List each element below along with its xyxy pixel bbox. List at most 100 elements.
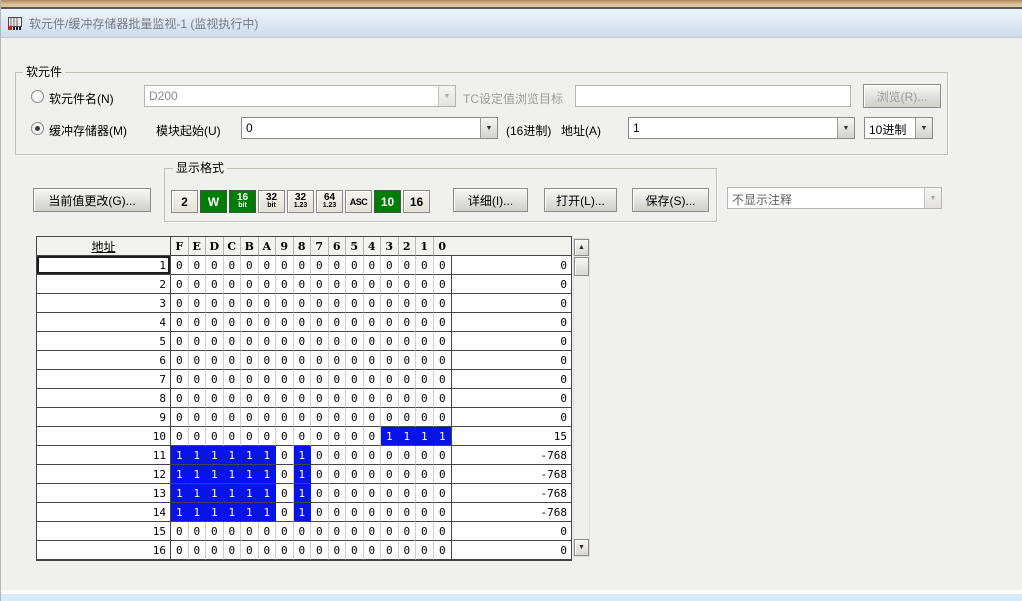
bit-cell[interactable]: 0 bbox=[311, 522, 329, 541]
bit-cell[interactable]: 1 bbox=[293, 465, 311, 484]
chevron-down-icon[interactable]: ▼ bbox=[837, 118, 854, 138]
bit-cell[interactable]: 0 bbox=[171, 313, 189, 332]
bit-cell[interactable]: 1 bbox=[171, 503, 189, 522]
bit-cell[interactable]: 0 bbox=[346, 370, 364, 389]
bit-cell[interactable]: 0 bbox=[206, 275, 224, 294]
value-cell[interactable]: 15 bbox=[451, 427, 571, 446]
bit-cell[interactable]: 0 bbox=[188, 427, 206, 446]
bit-cell[interactable]: 0 bbox=[363, 427, 381, 446]
bit-cell[interactable]: 0 bbox=[363, 408, 381, 427]
bit-cell[interactable]: 0 bbox=[171, 256, 189, 275]
bit-cell[interactable]: 0 bbox=[258, 541, 276, 560]
bit-cell[interactable]: 0 bbox=[416, 351, 434, 370]
bit-cell[interactable]: 0 bbox=[311, 484, 329, 503]
chevron-down-icon[interactable]: ▼ bbox=[915, 118, 932, 138]
bit-cell[interactable]: 1 bbox=[258, 503, 276, 522]
bit-cell[interactable]: 0 bbox=[398, 446, 416, 465]
bit-cell[interactable]: 0 bbox=[223, 256, 241, 275]
bit-cell[interactable]: 0 bbox=[293, 389, 311, 408]
bit-cell[interactable]: 0 bbox=[293, 351, 311, 370]
bit-cell[interactable]: 0 bbox=[293, 541, 311, 560]
bit-cell[interactable]: 0 bbox=[206, 541, 224, 560]
bit-cell[interactable]: 0 bbox=[346, 446, 364, 465]
value-cell[interactable]: 0 bbox=[451, 294, 571, 313]
address-cell[interactable]: 6 bbox=[37, 351, 171, 370]
bit-cell[interactable]: 1 bbox=[206, 446, 224, 465]
bit-cell[interactable]: 1 bbox=[241, 446, 259, 465]
bit-cell[interactable]: 0 bbox=[188, 256, 206, 275]
bit-cell[interactable]: 0 bbox=[223, 332, 241, 351]
bit-cell[interactable]: 0 bbox=[171, 427, 189, 446]
bit-cell[interactable]: 0 bbox=[258, 408, 276, 427]
bit-cell[interactable]: 0 bbox=[311, 351, 329, 370]
bit-cell[interactable]: 0 bbox=[311, 389, 329, 408]
bit-cell[interactable]: 0 bbox=[398, 389, 416, 408]
bit-cell[interactable]: 0 bbox=[276, 408, 294, 427]
scroll-up-icon[interactable]: ▲ bbox=[574, 239, 589, 256]
bit-cell[interactable]: 0 bbox=[311, 313, 329, 332]
bit-cell[interactable]: 0 bbox=[171, 351, 189, 370]
bit-cell[interactable]: 1 bbox=[258, 446, 276, 465]
bit-cell[interactable]: 0 bbox=[223, 313, 241, 332]
bit-cell[interactable]: 0 bbox=[241, 351, 259, 370]
format-button-16-bit[interactable]: 16 bit bbox=[229, 190, 256, 213]
bit-cell[interactable]: 0 bbox=[223, 351, 241, 370]
bit-cell[interactable]: 0 bbox=[258, 370, 276, 389]
bit-cell[interactable]: 0 bbox=[416, 256, 434, 275]
bit-cell[interactable]: 0 bbox=[328, 408, 346, 427]
bit-cell[interactable]: 0 bbox=[363, 541, 381, 560]
bit-cell[interactable]: 0 bbox=[276, 294, 294, 313]
bit-cell[interactable]: 1 bbox=[206, 484, 224, 503]
bit-cell[interactable]: 0 bbox=[433, 275, 451, 294]
bit-cell[interactable]: 1 bbox=[188, 503, 206, 522]
device-name-combobox[interactable]: D200 ▼ bbox=[144, 85, 456, 107]
bit-cell[interactable]: 0 bbox=[328, 503, 346, 522]
bit-cell[interactable]: 0 bbox=[223, 427, 241, 446]
open-button[interactable]: 打开(L)... bbox=[544, 188, 617, 212]
address-cell[interactable]: 5 bbox=[37, 332, 171, 351]
bit-cell[interactable]: 0 bbox=[293, 294, 311, 313]
bit-cell[interactable]: 0 bbox=[293, 275, 311, 294]
bit-cell[interactable]: 0 bbox=[293, 522, 311, 541]
bit-cell[interactable]: 1 bbox=[223, 484, 241, 503]
bit-cell[interactable]: 0 bbox=[311, 541, 329, 560]
format-button-10[interactable]: 10 bbox=[374, 190, 401, 213]
bit-cell[interactable]: 1 bbox=[293, 484, 311, 503]
device-name-radio[interactable] bbox=[31, 90, 44, 103]
bit-cell[interactable]: 0 bbox=[258, 256, 276, 275]
bit-cell[interactable]: 0 bbox=[363, 465, 381, 484]
bit-cell[interactable]: 0 bbox=[328, 446, 346, 465]
bit-cell[interactable]: 0 bbox=[311, 294, 329, 313]
address-cell[interactable]: 13 bbox=[37, 484, 171, 503]
comment-display-combobox[interactable]: 不显示注释 ▼ bbox=[727, 187, 942, 209]
bit-cell[interactable]: 0 bbox=[293, 313, 311, 332]
bit-cell[interactable]: 0 bbox=[171, 370, 189, 389]
bit-cell[interactable]: 0 bbox=[433, 484, 451, 503]
bit-cell[interactable]: 1 bbox=[223, 465, 241, 484]
address-cell[interactable]: 1 bbox=[37, 256, 171, 275]
bit-cell[interactable]: 0 bbox=[433, 351, 451, 370]
bit-cell[interactable]: 0 bbox=[381, 351, 399, 370]
address-cell[interactable]: 9 bbox=[37, 408, 171, 427]
value-cell[interactable]: -768 bbox=[451, 484, 571, 503]
bit-cell[interactable]: 0 bbox=[258, 275, 276, 294]
bit-cell[interactable]: 0 bbox=[276, 389, 294, 408]
bit-cell[interactable]: 0 bbox=[241, 389, 259, 408]
bit-cell[interactable]: 0 bbox=[416, 389, 434, 408]
bit-cell[interactable]: 0 bbox=[258, 351, 276, 370]
bit-cell[interactable]: 0 bbox=[416, 332, 434, 351]
bit-cell[interactable]: 0 bbox=[241, 275, 259, 294]
bit-cell[interactable]: 0 bbox=[311, 408, 329, 427]
bit-cell[interactable]: 0 bbox=[293, 427, 311, 446]
bit-cell[interactable]: 0 bbox=[346, 522, 364, 541]
bit-cell[interactable]: 0 bbox=[416, 408, 434, 427]
bit-cell[interactable]: 0 bbox=[363, 389, 381, 408]
bit-cell[interactable]: 0 bbox=[381, 389, 399, 408]
bit-cell[interactable]: 0 bbox=[276, 370, 294, 389]
value-cell[interactable]: 0 bbox=[451, 351, 571, 370]
bit-cell[interactable]: 0 bbox=[258, 522, 276, 541]
bit-cell[interactable]: 0 bbox=[276, 446, 294, 465]
bit-cell[interactable]: 1 bbox=[258, 465, 276, 484]
bit-cell[interactable]: 0 bbox=[398, 294, 416, 313]
format-button-2[interactable]: 2 bbox=[171, 190, 198, 213]
